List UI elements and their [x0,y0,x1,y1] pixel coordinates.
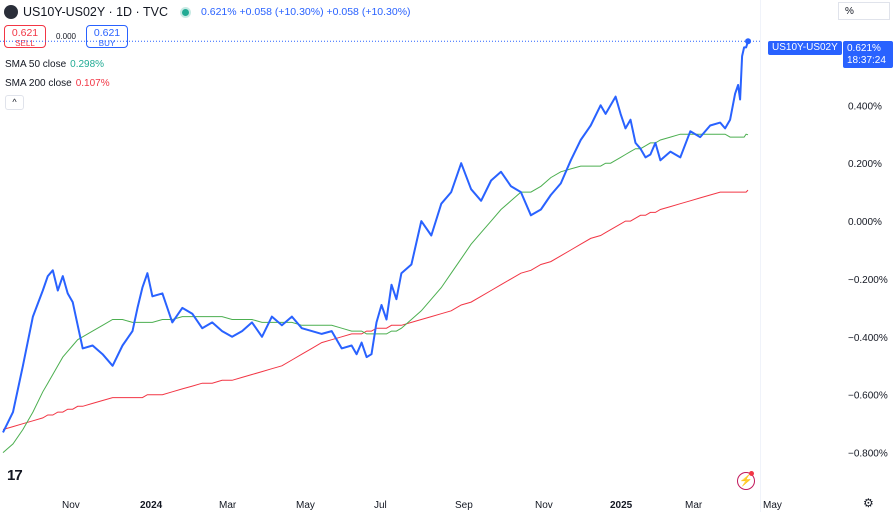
buy-button[interactable]: 0.621 BUY [86,25,128,48]
y-tick-label: −0.800% [848,449,888,460]
symbol-logo-icon [4,5,18,19]
sma200-label: SMA 200 close [5,78,72,89]
y-tick-label: 0.200% [848,159,882,170]
sell-value: 0.621 [11,27,39,39]
sma50-line [2,133,749,453]
buy-label: BUY [98,39,116,48]
last-price-dot [745,38,752,45]
notification-dot [749,471,754,476]
trade-buttons: 0.621 SELL 0.000 0.621 BUY [4,25,128,48]
price-axis-separator [760,0,761,512]
sma200-value: 0.107% [75,78,110,89]
x-tick-label: Nov [62,500,80,511]
x-tick-label: May [296,500,315,511]
x-tick-label: Jul [374,500,387,511]
tradingview-logo[interactable]: 17 [7,467,23,484]
spread-value: 0.000 [55,32,77,41]
sma50-value: 0.298% [70,59,105,70]
y-tick-label: 0.400% [848,101,882,112]
quote-values: 0.621% +0.058 (+10.30%) +0.058 (+10.30%) [200,6,411,18]
y-tick-label: 0.000% [848,217,882,228]
symbol-price-tag: US10Y-US02Y [768,41,842,55]
x-tick-label: Mar [685,500,703,511]
collapse-indicators-button[interactable]: ^ [5,95,24,110]
chart-header: US10Y-US02Y · 1D · TVC 0.621% +0.058 (+1… [4,4,411,20]
x-tick-label: Sep [455,500,473,511]
sma200-line [2,189,749,430]
x-tick-label: 2025 [610,500,633,511]
x-tick-label: Nov [535,500,553,511]
x-axis[interactable]: Nov 2024 Mar May Jul Sep Nov 2025 Mar May [62,500,782,511]
indicator-sma50[interactable]: SMA 50 close 0.298% [5,59,104,70]
bar-countdown: 18:37:24 [847,55,886,66]
sell-button[interactable]: 0.621 SELL [4,25,46,48]
symbol-title[interactable]: US10Y-US02Y · 1D · TVC [23,5,168,19]
market-status-icon [181,8,189,16]
x-tick-label: Mar [219,500,237,511]
last-price-tag: 0.621% 18:37:24 [843,41,893,68]
y-tick-label: −0.200% [848,275,888,286]
percent-scale-button[interactable]: % [838,2,890,20]
x-tick-label: 2024 [140,500,163,511]
y-tick-label: −0.400% [848,333,888,344]
indicator-sma200[interactable]: SMA 200 close 0.107% [5,78,110,89]
price-line [2,41,749,433]
x-tick-label: May [763,500,782,511]
sma50-label: SMA 50 close [5,59,67,70]
y-axis[interactable]: 0.400% 0.200% 0.000% −0.200% −0.400% −0.600% −… [848,101,888,459]
lightning-icon[interactable]: ⚡ [737,472,755,490]
last-price-value: 0.621% [847,43,881,54]
settings-gear-icon[interactable]: ⚙ [863,496,874,510]
y-tick-label: −0.600% [848,391,888,402]
sell-label: SELL [15,39,35,48]
buy-value: 0.621 [93,27,121,39]
